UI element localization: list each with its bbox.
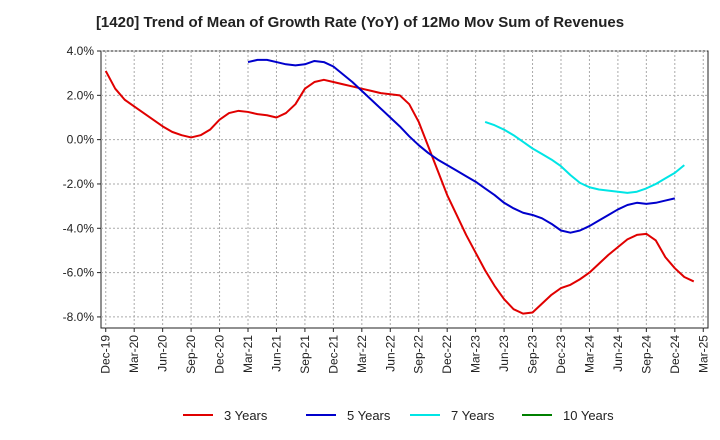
x-tick-label: Jun-24 xyxy=(611,335,625,372)
x-tick-label: Mar-22 xyxy=(355,335,369,373)
y-tick-label: 2.0% xyxy=(67,88,95,102)
plot-area xyxy=(100,50,709,329)
x-tick-label: Jun-20 xyxy=(156,335,170,372)
x-tick-label: Jun-23 xyxy=(497,335,511,372)
legend-label-3-years: 3 Years xyxy=(224,408,268,423)
x-tick-label: Dec-21 xyxy=(326,335,340,374)
x-tick-label: Jun-21 xyxy=(269,335,283,372)
y-tick-label: -8.0% xyxy=(63,310,95,324)
grid-lines xyxy=(101,50,708,328)
legend: 3 Years 5 Years 7 Years 10 Years xyxy=(183,408,614,423)
x-tick-label: Dec-22 xyxy=(440,335,454,374)
x-tick-label: Mar-25 xyxy=(696,335,710,373)
series-line-3-years xyxy=(104,70,695,315)
series-line-7-years xyxy=(484,120,685,194)
y-tick-label: 4.0% xyxy=(67,44,95,58)
series-lines xyxy=(104,58,695,315)
axes: 4.0% 2.0% 0.0% -2.0% -4.0% -6.0% -8.0% Dec-19 Ma… xyxy=(63,44,711,374)
chart-title: [1420] Trend of Mean of Growth Rate (YoY… xyxy=(95,14,625,31)
x-tick-label: Dec-19 xyxy=(99,335,113,374)
y-tick-label: -6.0% xyxy=(63,266,95,280)
x-tick-label: Dec-20 xyxy=(213,335,227,374)
x-tick-label: Dec-23 xyxy=(554,335,568,374)
x-tick-label: Mar-23 xyxy=(469,335,483,373)
x-tick-label: Sep-20 xyxy=(184,335,198,374)
x-tick-label: Sep-21 xyxy=(298,335,312,374)
y-tick-label: -4.0% xyxy=(63,221,95,235)
y-tick-label: 0.0% xyxy=(67,133,95,147)
x-tick-label: Mar-20 xyxy=(127,335,141,373)
series-line-5-years xyxy=(247,58,676,234)
x-tick-label: Sep-23 xyxy=(526,335,540,374)
legend-label-10-years: 10 Years xyxy=(563,408,614,423)
x-tick-label: Dec-24 xyxy=(668,335,682,374)
legend-label-5-years: 5 Years xyxy=(347,408,391,423)
y-tick-label: -2.0% xyxy=(63,177,95,191)
legend-label-7-years: 7 Years xyxy=(451,408,495,423)
x-tick-label: Jun-22 xyxy=(383,335,397,372)
x-tick-label: Sep-24 xyxy=(639,335,653,374)
x-tick-label: Sep-22 xyxy=(412,335,426,374)
x-tick-label: Mar-21 xyxy=(241,335,255,373)
x-tick-label: Mar-24 xyxy=(582,335,596,373)
